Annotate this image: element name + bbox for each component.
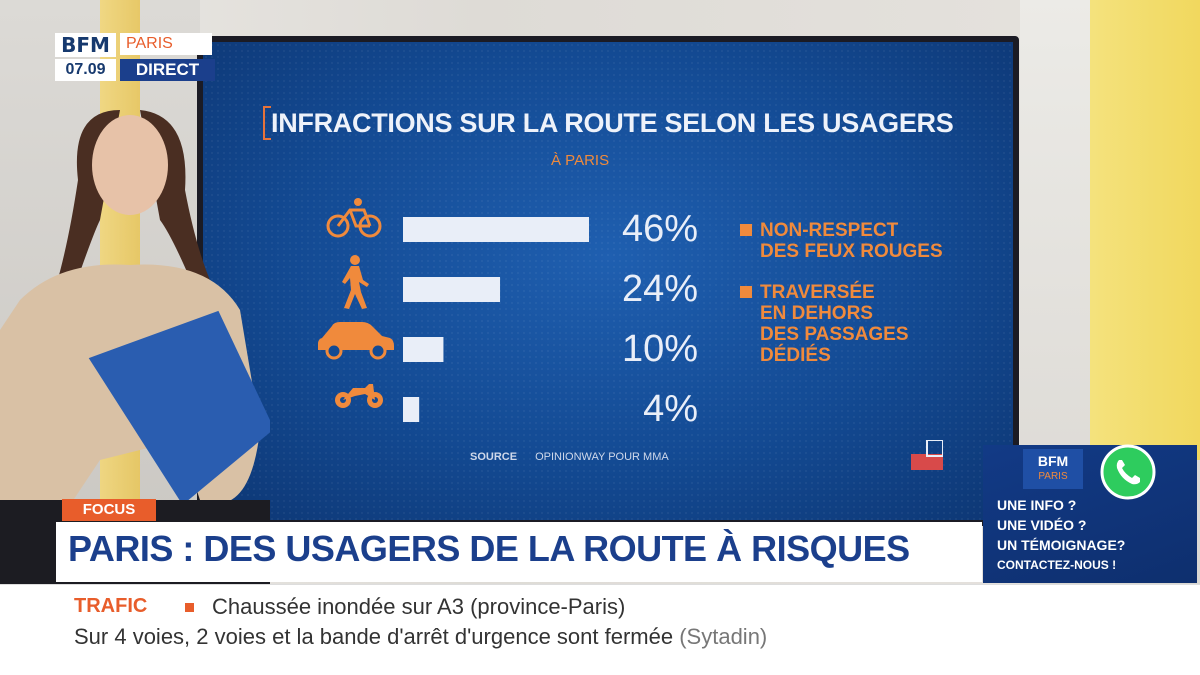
whatsapp-icon: [1100, 444, 1156, 500]
title-bracket-icon: [263, 106, 271, 140]
logo-bfm: BFM: [55, 33, 116, 57]
ticker-line-2: Sur 4 voies, 2 voies et la bande d'arrêt…: [74, 624, 767, 650]
promo-logo-city: PARIS: [1038, 471, 1068, 482]
chart-title: INFRACTIONS SUR LA ROUTE SELON LES USAGE…: [271, 108, 954, 138]
ticker-label: TRAFIC: [74, 595, 148, 617]
ticker-line-1: Chaussée inondée sur A3 (province-Paris): [212, 594, 626, 619]
live-badge: DIRECT: [120, 59, 215, 81]
headline: PARIS : DES USAGERS DE LA ROUTE À RISQUE…: [68, 528, 910, 569]
clock: 07.09: [55, 59, 116, 81]
ticker-dot-icon: [185, 603, 194, 612]
legend-square-icon: [740, 286, 752, 298]
bar-value-label: 46%: [622, 208, 698, 250]
bar-value-label: 10%: [622, 328, 698, 370]
studio-yellow-panel: [1090, 0, 1200, 460]
bar-car: [403, 337, 444, 362]
bar-bicycle: [403, 217, 589, 242]
pedestrian-icon: [342, 255, 369, 309]
legend-item-crossing: TRAVERSÉE EN DEHORS DES PASSAGES DÉDIÉS: [740, 282, 1000, 366]
legend-label: NON-RESPECT DES FEUX ROUGES: [760, 220, 943, 262]
source-label: SOURCE: [470, 451, 518, 463]
logo-city: PARIS: [120, 33, 212, 55]
legend-label: TRAVERSÉE EN DEHORS DES PASSAGES DÉDIÉS: [760, 282, 909, 366]
motorcycle-icon: [335, 384, 383, 408]
bar-pedestrian: [403, 277, 501, 302]
ticker-line-2-source: (Sytadin): [679, 624, 768, 649]
car-icon: [318, 322, 394, 360]
chart-screen: INFRACTIONS SUR LA ROUTE SELON LES USAGE…: [197, 36, 1019, 526]
chart-subtitle: À PARIS: [551, 152, 610, 169]
promo-box: BFM PARIS UNE INFO ? UNE VIDÉO ? UN TÉMO…: [983, 444, 1197, 583]
promo-line-4: CONTACTEZ-NOUS !: [997, 558, 1117, 572]
source-text: OPINIONWAY POUR MMA: [535, 451, 669, 463]
bar-value-label: 4%: [643, 388, 698, 430]
legend-item-red-lights: NON-RESPECT DES FEUX ROUGES: [740, 220, 1000, 262]
promo-logo-text: BFM: [1037, 453, 1069, 469]
promo-text: UNE INFO ? UNE VIDÉO ? UN TÉMOIGNAGE? CO…: [997, 495, 1125, 575]
corner-logo-icon: [911, 440, 943, 470]
news-ticker: [0, 584, 1200, 675]
bar-motorcycle: [403, 397, 420, 422]
bar-value-label: 24%: [622, 268, 698, 310]
promo-line-1: UNE INFO ?: [997, 497, 1077, 513]
headline-bar: [56, 522, 982, 582]
bar-chart: 46% 24% 10% 4%: [318, 198, 698, 430]
focus-tag: FOCUS: [62, 499, 156, 521]
promo-line-3: UN TÉMOIGNAGE?: [997, 537, 1126, 553]
promo-line-2: UNE VIDÉO ?: [997, 517, 1087, 533]
chart-source: SOURCE OPINIONWAY POUR MMA: [470, 451, 669, 463]
ticker-line-2-text: Sur 4 voies, 2 voies et la bande d'arrêt…: [74, 624, 674, 649]
bicycle-icon: [326, 198, 382, 238]
promo-logo: BFM PARIS: [1023, 449, 1083, 489]
legend-square-icon: [740, 224, 752, 236]
